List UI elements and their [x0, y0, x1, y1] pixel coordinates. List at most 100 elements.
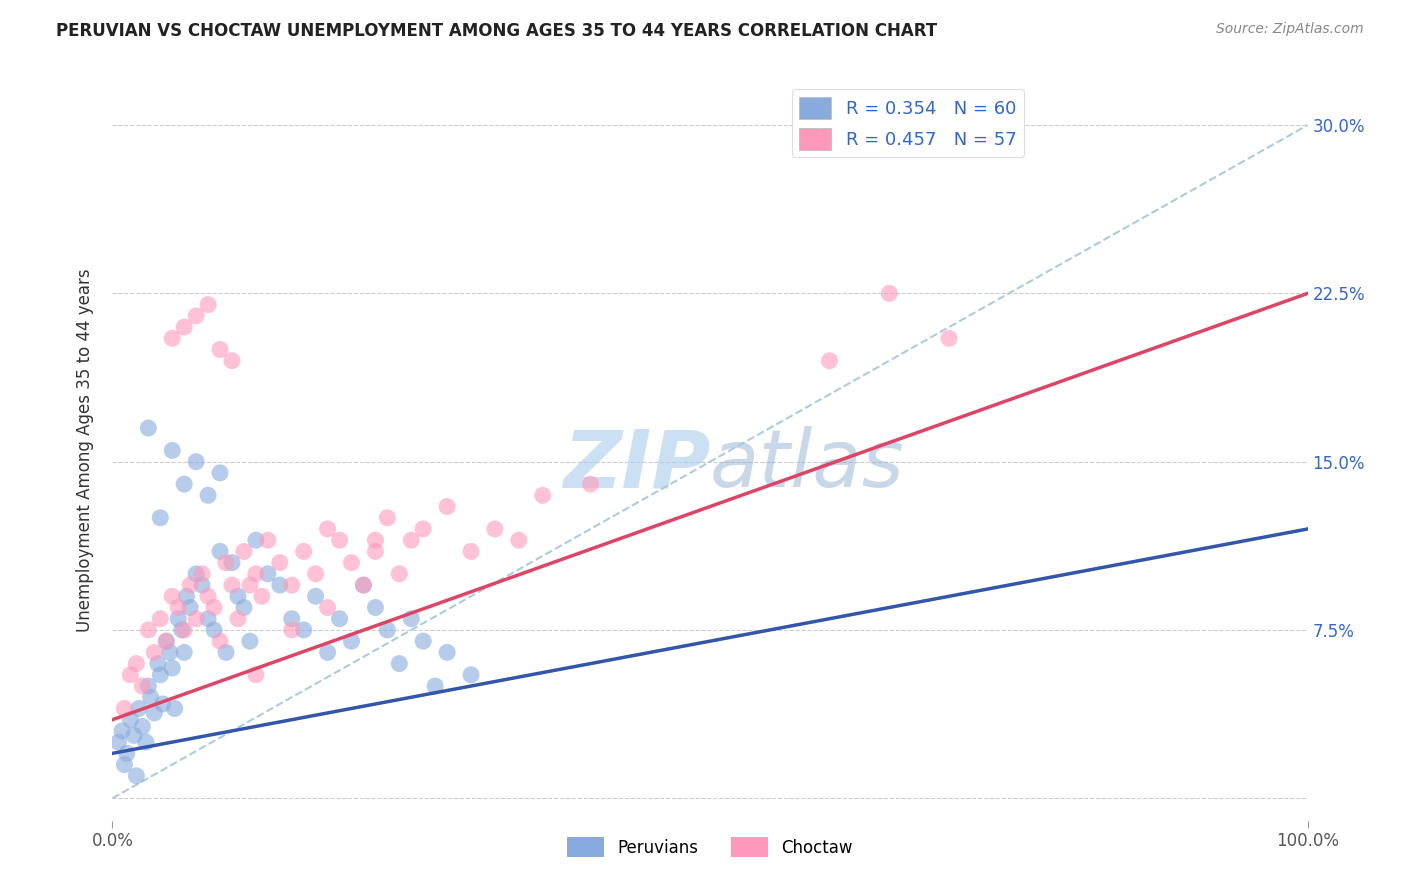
Point	[233, 600, 256, 615]
Point	[305, 566, 328, 581]
Point	[114, 757, 135, 772]
Point	[122, 728, 145, 742]
Point	[159, 645, 181, 659]
Point	[202, 623, 225, 637]
Point	[221, 353, 243, 368]
Point	[176, 589, 198, 603]
Point	[388, 657, 411, 671]
Point	[173, 645, 195, 659]
Point	[316, 522, 339, 536]
Point	[818, 353, 841, 368]
Point	[233, 544, 256, 558]
Point	[173, 320, 195, 334]
Text: Source: ZipAtlas.com: Source: ZipAtlas.com	[1216, 22, 1364, 37]
Point	[281, 612, 304, 626]
Point	[281, 578, 304, 592]
Point	[938, 331, 960, 345]
Point	[179, 600, 201, 615]
Point	[245, 533, 267, 548]
Point	[149, 668, 172, 682]
Point	[292, 544, 315, 558]
Point	[460, 544, 482, 558]
Point	[215, 645, 238, 659]
Text: ZIP: ZIP	[562, 426, 710, 504]
Point	[179, 578, 201, 592]
Point	[186, 309, 208, 323]
Point	[197, 589, 219, 603]
Point	[239, 634, 262, 648]
Point	[209, 634, 232, 648]
Point	[226, 612, 249, 626]
Point	[139, 690, 162, 705]
Point	[197, 612, 219, 626]
Point	[239, 578, 262, 592]
Point	[377, 623, 399, 637]
Point	[209, 466, 232, 480]
Point	[257, 566, 280, 581]
Point	[120, 713, 142, 727]
Point	[186, 455, 208, 469]
Point	[170, 623, 193, 637]
Point	[173, 477, 195, 491]
Point	[209, 343, 232, 357]
Point	[167, 600, 190, 615]
Point	[131, 679, 153, 693]
Point	[353, 578, 375, 592]
Point	[107, 735, 129, 749]
Point	[138, 679, 160, 693]
Point	[245, 566, 267, 581]
Point	[412, 634, 434, 648]
Point	[281, 623, 304, 637]
Point	[162, 443, 183, 458]
Point	[316, 600, 339, 615]
Point	[401, 533, 423, 548]
Point	[125, 769, 148, 783]
Point	[149, 510, 172, 524]
Point	[155, 634, 177, 648]
Point	[215, 556, 238, 570]
Point	[162, 331, 183, 345]
Point	[305, 589, 328, 603]
Point	[186, 566, 208, 581]
Legend: Peruvians, Choctaw: Peruvians, Choctaw	[561, 830, 859, 864]
Point	[269, 578, 291, 592]
Point	[377, 510, 399, 524]
Point	[412, 522, 434, 536]
Point	[879, 286, 901, 301]
Point	[152, 697, 174, 711]
Point	[329, 533, 352, 548]
Point	[209, 544, 232, 558]
Point	[167, 612, 190, 626]
Point	[250, 589, 273, 603]
Point	[131, 719, 153, 733]
Point	[484, 522, 506, 536]
Point	[340, 556, 363, 570]
Point	[401, 612, 423, 626]
Point	[191, 578, 214, 592]
Point	[221, 556, 243, 570]
Point	[186, 612, 208, 626]
Point	[143, 645, 166, 659]
Point	[173, 623, 195, 637]
Point	[114, 701, 135, 715]
Point	[531, 488, 554, 502]
Point	[292, 623, 315, 637]
Point	[162, 661, 183, 675]
Point	[353, 578, 375, 592]
Point	[226, 589, 249, 603]
Point	[120, 668, 142, 682]
Point	[508, 533, 530, 548]
Point	[115, 747, 138, 761]
Text: atlas: atlas	[710, 426, 905, 504]
Text: PERUVIAN VS CHOCTAW UNEMPLOYMENT AMONG AGES 35 TO 44 YEARS CORRELATION CHART: PERUVIAN VS CHOCTAW UNEMPLOYMENT AMONG A…	[56, 22, 938, 40]
Y-axis label: Unemployment Among Ages 35 to 44 years: Unemployment Among Ages 35 to 44 years	[76, 268, 94, 632]
Point	[128, 701, 150, 715]
Point	[146, 657, 169, 671]
Point	[143, 706, 166, 720]
Point	[257, 533, 280, 548]
Point	[191, 566, 214, 581]
Point	[364, 544, 387, 558]
Point	[245, 668, 267, 682]
Point	[316, 645, 339, 659]
Point	[364, 600, 387, 615]
